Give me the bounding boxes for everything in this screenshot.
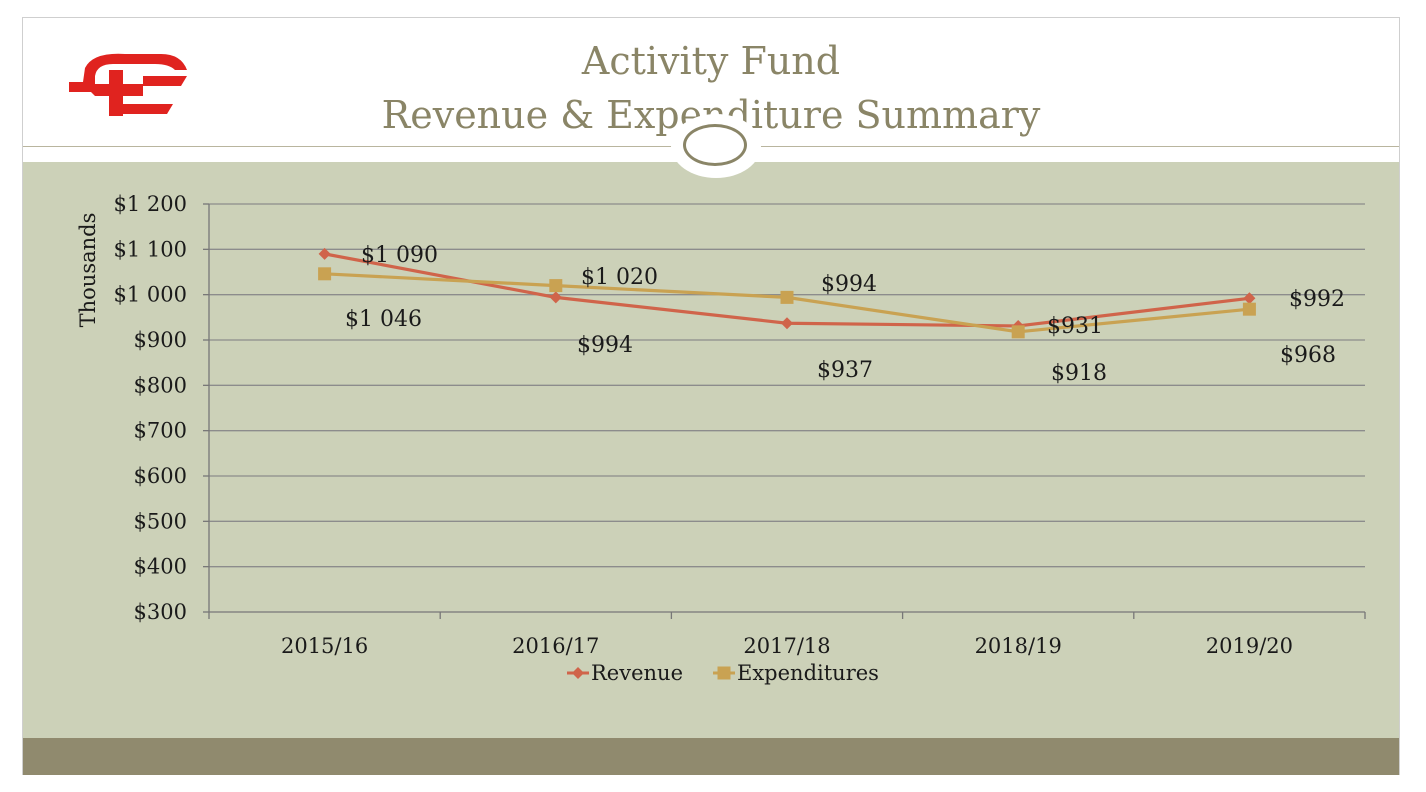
y-tick-label: $900 — [134, 328, 187, 352]
y-tick-label: $800 — [134, 373, 187, 397]
legend-label-expenditures: Expenditures — [737, 661, 879, 685]
gridlines — [209, 203, 1365, 568]
y-tick-label: $300 — [134, 600, 187, 624]
line-chart: $300 $400 $500 $600 $700 $800 $900 $1 000 $1 100… — [76, 192, 1366, 685]
axes: $300 $400 $500 $600 $700 $800 $900 $1 000 $1 100… — [76, 192, 1366, 658]
revenue-point — [1243, 292, 1256, 305]
legend-square-icon — [717, 666, 731, 680]
x-tick-label: 2019/20 — [1206, 634, 1293, 658]
expenditures-point — [549, 279, 563, 293]
series — [318, 247, 1256, 339]
y-tick-label: $500 — [134, 509, 187, 533]
y-tick-label: $700 — [134, 419, 187, 443]
expenditures-point — [318, 267, 332, 281]
legend-diamond-icon — [572, 667, 584, 679]
series-line-revenue — [324, 252, 1250, 328]
oval-ring-icon — [671, 114, 761, 178]
legend: Revenue Expenditures — [567, 661, 879, 685]
revenue-data-label: $937 — [817, 358, 873, 383]
slide: Activity Fund Revenue & Expenditure Summ… — [22, 17, 1400, 775]
revenue-data-label: $931 — [1047, 314, 1103, 339]
expenditures-data-label: $968 — [1280, 343, 1336, 368]
y-tick-label: $1 200 — [114, 192, 187, 216]
footer-band — [23, 738, 1399, 775]
revenue-point — [549, 291, 562, 304]
y-axis-title: Thousands — [76, 213, 100, 328]
legend-label-revenue: Revenue — [591, 661, 683, 685]
x-tick-label: 2018/19 — [975, 634, 1062, 658]
y-tick-label: $1 000 — [114, 283, 187, 307]
expenditures-data-label: $994 — [821, 272, 877, 297]
revenue-data-label: $992 — [1289, 287, 1345, 312]
cf-school-logo-icon — [69, 53, 187, 116]
title-line-1: Activity Fund — [581, 39, 841, 83]
x-tick-label: 2016/17 — [512, 634, 599, 658]
revenue-point — [781, 317, 793, 330]
expenditures-data-label: $1 020 — [581, 265, 658, 290]
ornament-ring — [683, 124, 747, 166]
chart-area — [23, 162, 1399, 738]
x-tick-label: 2015/16 — [281, 634, 368, 658]
y-tick-label: $600 — [134, 464, 187, 488]
expenditures-data-label: $1 046 — [345, 307, 422, 332]
revenue-data-label: $1 090 — [361, 243, 438, 268]
expenditures-point — [1011, 325, 1025, 339]
y-tick-label: $400 — [134, 555, 187, 579]
expenditures-data-label: $918 — [1051, 361, 1107, 386]
expenditures-point — [1242, 302, 1256, 316]
revenue-data-label: $994 — [577, 333, 633, 358]
y-tick-label: $1 100 — [114, 237, 187, 261]
expenditures-point — [780, 290, 794, 304]
revenue-point — [318, 247, 331, 260]
data-labels: $1 090 $994 $937 $931 $992 $1 046 $1 020 $994 $9… — [345, 243, 1345, 386]
x-tick-label: 2017/18 — [743, 634, 830, 658]
